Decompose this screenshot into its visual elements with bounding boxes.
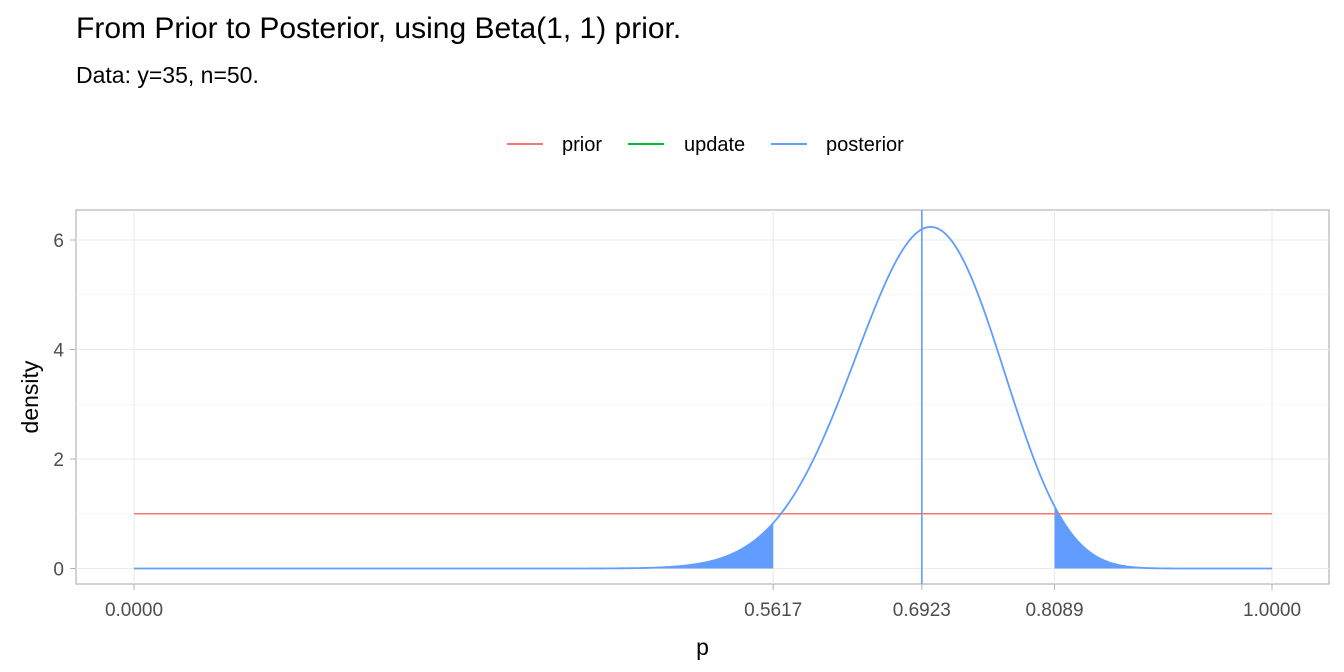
- y-tick-label-4: 4: [53, 341, 64, 362]
- x-tick-label-0.8089: 0.8089: [1025, 600, 1083, 621]
- legend: prior update posterior: [507, 134, 904, 156]
- y-axis-ticks: 0 2 4 6: [53, 231, 76, 581]
- legend-label-prior: prior: [562, 134, 602, 156]
- credible-interval-tails: [134, 506, 1272, 569]
- series-lines: [134, 210, 1272, 584]
- chart-subtitle: Data: y=35, n=50.: [76, 62, 259, 88]
- plot-panel: [75, 209, 1330, 585]
- x-tick-label-0.6923: 0.6923: [893, 600, 951, 621]
- y-tick-label-6: 6: [53, 231, 64, 252]
- grid-lines: [76, 210, 1329, 584]
- chart-title: From Prior to Posterior, using Beta(1, 1…: [76, 12, 682, 45]
- y-tick-label-2: 2: [53, 450, 64, 471]
- legend-label-update: update: [684, 134, 745, 156]
- x-tick-label-0.0000: 0.0000: [105, 600, 163, 621]
- posterior-line: [134, 225, 1272, 570]
- x-axis-ticks: 0.0000 0.5617 0.6923 0.8089 1.0000: [105, 584, 1301, 621]
- legend-label-posterior: posterior: [826, 134, 904, 156]
- x-tick-label-1.0000: 1.0000: [1243, 600, 1301, 621]
- y-tick-label-0: 0: [53, 560, 64, 581]
- y-axis-title: density: [17, 360, 43, 433]
- x-tick-label-0.5617: 0.5617: [744, 600, 802, 621]
- lower-tail-area: [134, 523, 774, 569]
- x-axis-title: p: [696, 634, 709, 660]
- upper-tail-area: [1054, 506, 1272, 569]
